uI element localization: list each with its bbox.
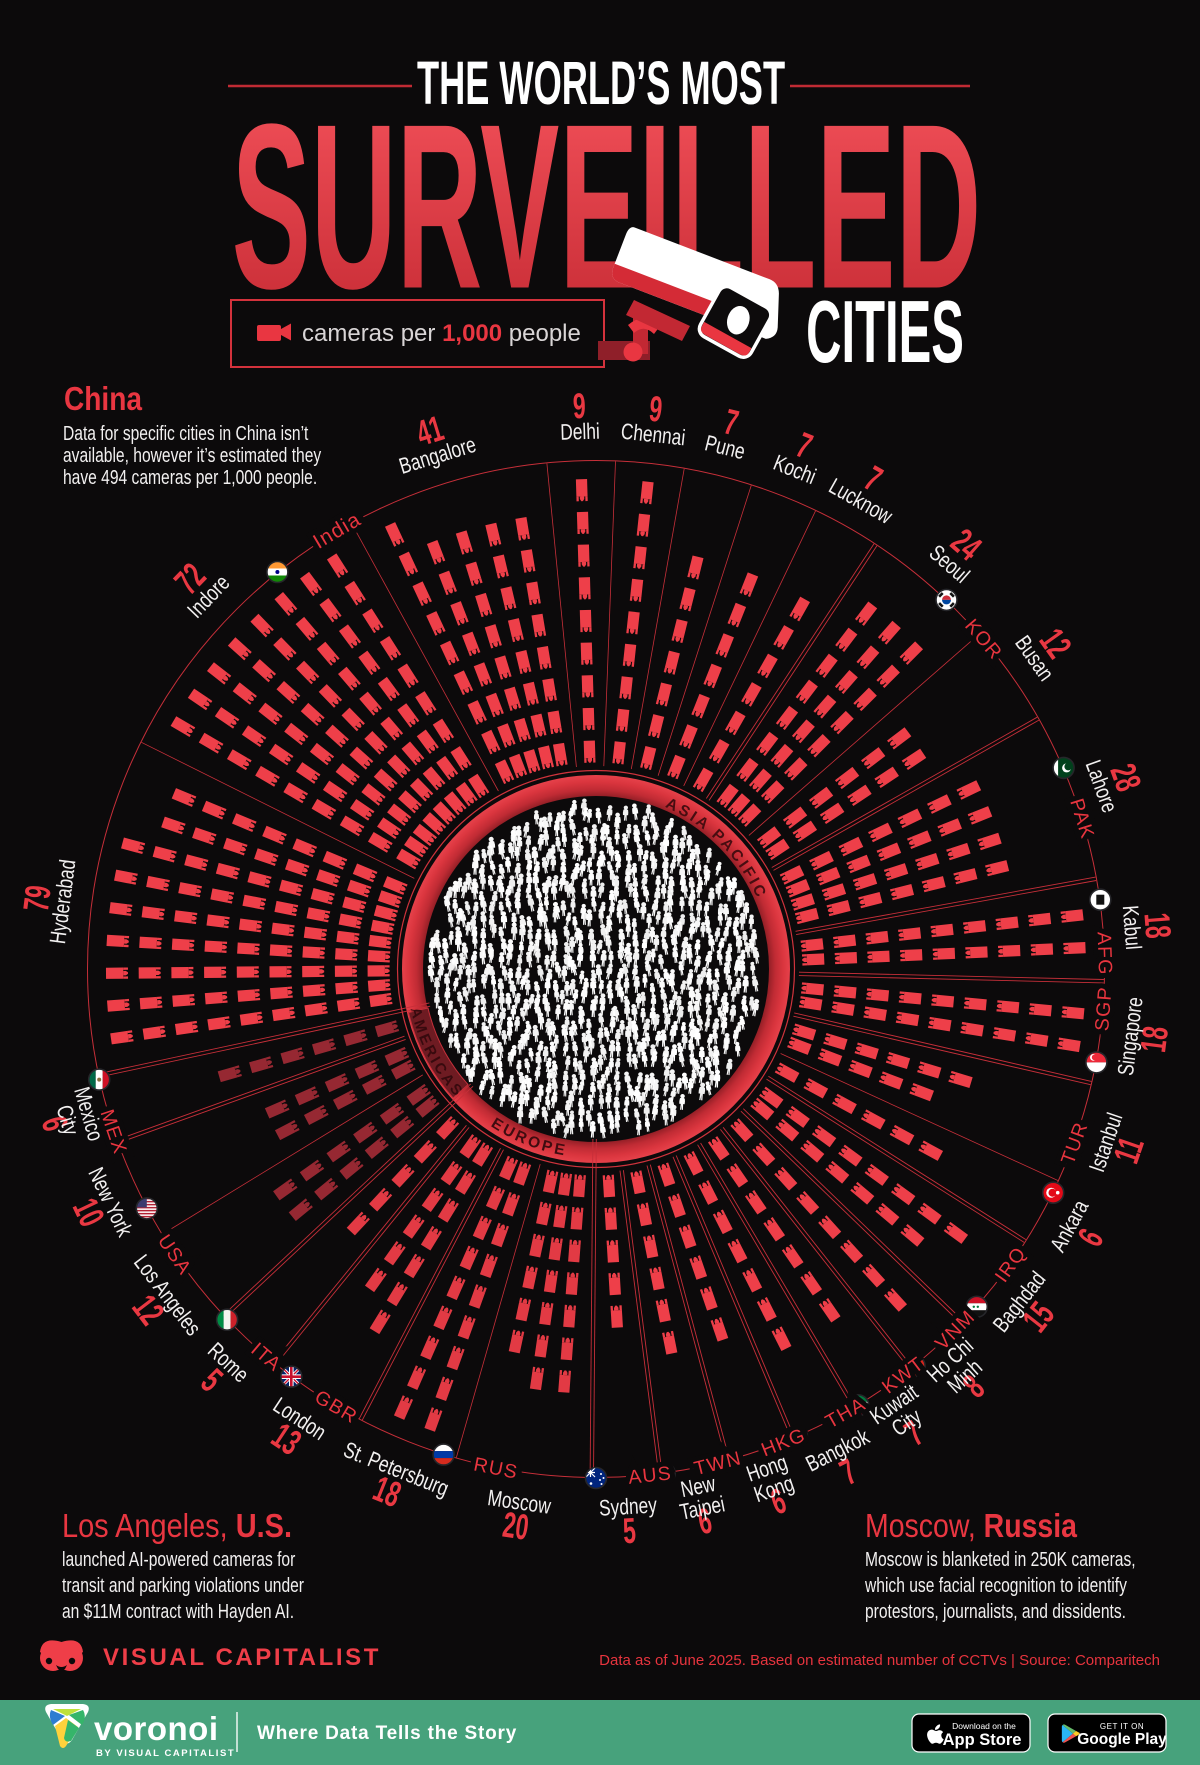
svg-text:CITIES: CITIES [806,283,964,382]
svg-text:5: 5 [622,1510,637,1552]
svg-text:Google Play: Google Play [1077,1731,1167,1748]
svg-text:cameras per 1,000 people: cameras per 1,000 people [302,320,581,347]
svg-text:launched AI-powered cameras fo: launched AI-powered cameras for [62,1549,296,1571]
svg-text:9: 9 [572,385,586,426]
svg-text:AFG: AFG [1093,932,1116,976]
svg-text:18: 18 [1136,911,1179,940]
svg-text:Data for specific cities in Ch: Data for specific cities in China isn’t [63,423,309,445]
svg-text:79: 79 [15,883,59,914]
svg-text:Kabul: Kabul [1118,904,1146,950]
svg-text:voronoi: voronoi [94,1710,219,1747]
svg-text:App Store: App Store [943,1731,1022,1749]
svg-text:Moscow, Russia: Moscow, Russia [865,1507,1078,1544]
svg-text:Delhi: Delhi [560,419,600,445]
svg-text:THE WORLD’S MOST: THE WORLD’S MOST [417,48,785,117]
svg-text:SURVEILLED: SURVEILLED [232,75,981,338]
svg-text:Where Data Tells the Story: Where Data Tells the Story [257,1723,517,1744]
svg-text:transit and parking violations: transit and parking violations under [62,1575,304,1597]
svg-text:AUS: AUS [627,1462,673,1489]
svg-text:GET IT ON: GET IT ON [1100,1722,1144,1731]
svg-text:BY VISUAL CAPITALIST: BY VISUAL CAPITALIST [96,1748,235,1759]
svg-text:18: 18 [1132,1024,1176,1055]
svg-text:Data as of June 2025. Based on: Data as of June 2025. Based on estimated… [599,1652,1160,1669]
svg-text:have 494 cameras per 1,000 peo: have 494 cameras per 1,000 people. [63,467,317,489]
svg-text:an $11M contract with Hayden A: an $11M contract with Hayden AI. [62,1601,294,1623]
svg-text:which use facial recognition t: which use facial recognition to identify [864,1575,1127,1597]
svg-text:available, however it’s estima: available, however it’s estimated they [63,445,321,467]
svg-text:Los Angeles, U.S.: Los Angeles, U.S. [62,1507,292,1544]
svg-text:VISUAL CAPITALIST: VISUAL CAPITALIST [103,1644,381,1671]
svg-text:SGP: SGP [1091,986,1116,1032]
svg-text:China: China [64,380,143,417]
svg-text:Download on the: Download on the [952,1721,1016,1731]
svg-text:9: 9 [647,388,664,430]
svg-text:Sydney: Sydney [598,1492,658,1520]
svg-text:protestors, journalists, and d: protestors, journalists, and dissidents. [865,1601,1126,1623]
svg-text:Moscow is blanketed in 250K ca: Moscow is blanketed in 250K cameras, [865,1549,1136,1571]
svg-text:20: 20 [500,1504,531,1548]
